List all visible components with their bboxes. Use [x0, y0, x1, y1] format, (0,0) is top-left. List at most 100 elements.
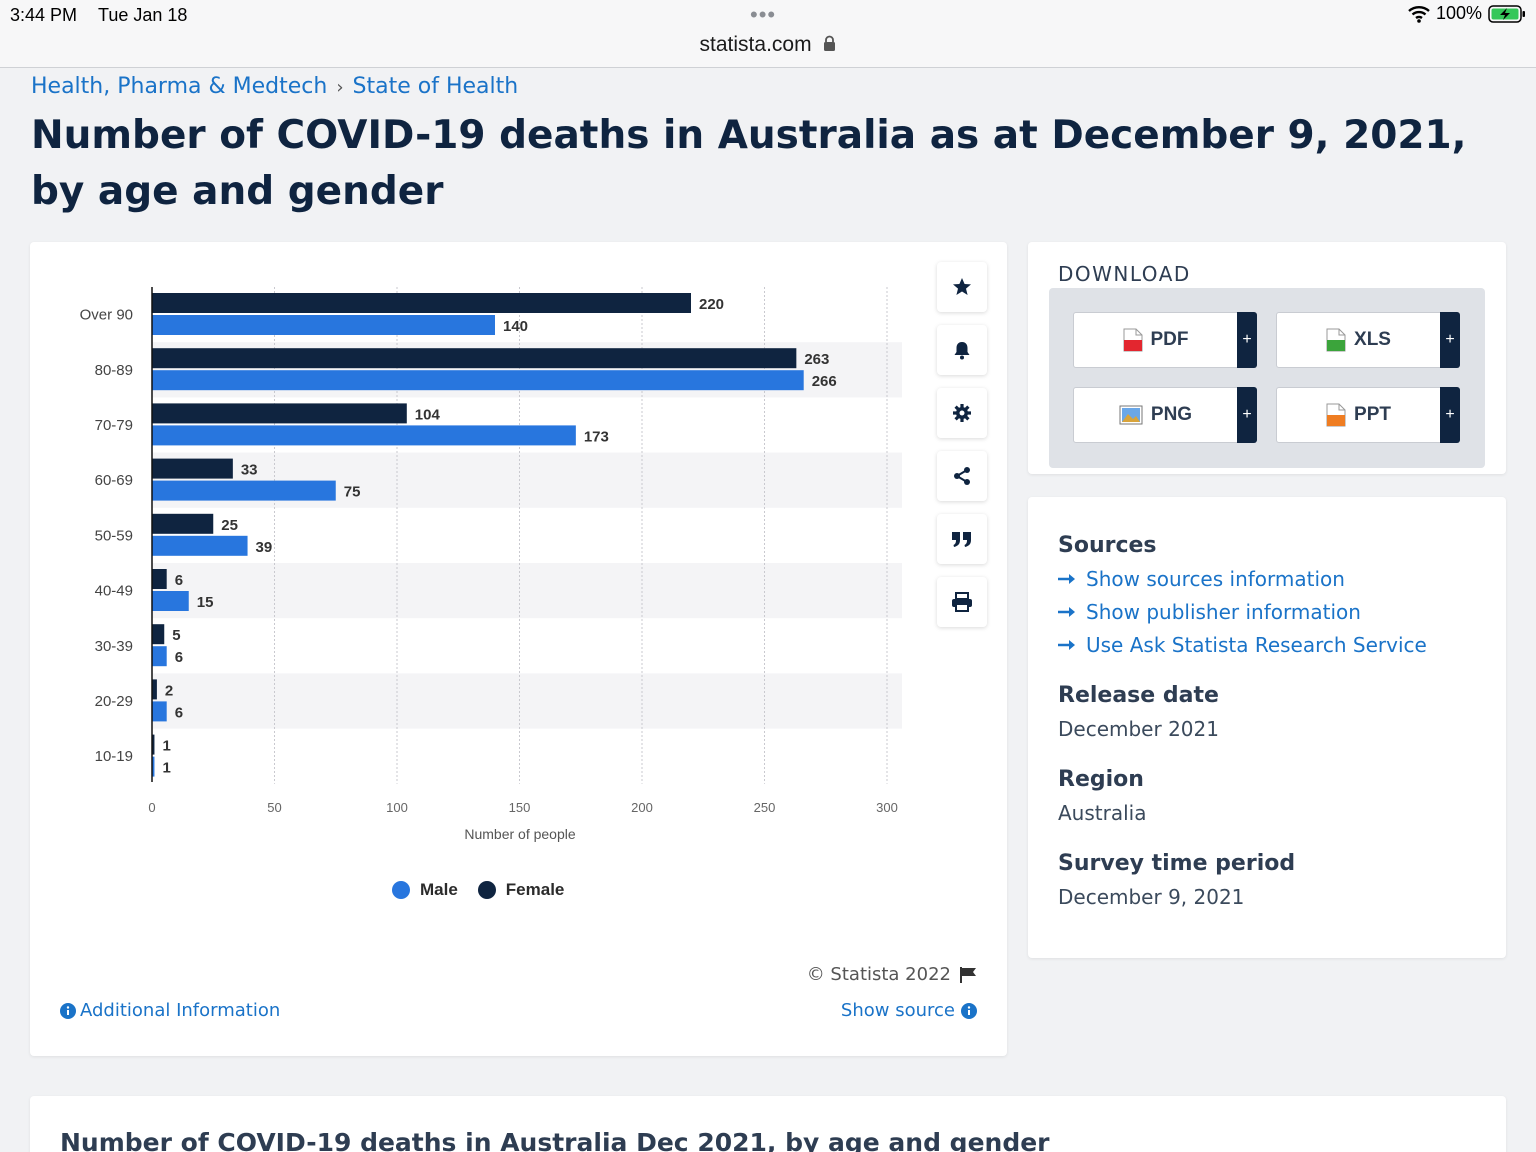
- chevron-right-icon: ›: [336, 77, 344, 98]
- category-label: 50-59: [95, 527, 133, 544]
- data-label: 6: [175, 704, 183, 721]
- bar-female[interactable]: [152, 679, 157, 700]
- info-icon: [60, 1002, 76, 1019]
- row-band: [152, 563, 902, 619]
- data-label: 1: [162, 738, 170, 755]
- bar-male[interactable]: [152, 646, 167, 667]
- url-bar[interactable]: statista.com: [0, 33, 1536, 57]
- share-button[interactable]: [937, 451, 987, 501]
- data-label: 6: [175, 649, 183, 666]
- show-source-link[interactable]: Show source: [841, 1000, 977, 1021]
- multitask-dots[interactable]: •••: [750, 2, 777, 27]
- x-tick-label: 0: [148, 800, 155, 815]
- x-tick-label: 150: [509, 800, 531, 815]
- bar-male[interactable]: [152, 535, 248, 556]
- bell-icon: [954, 342, 970, 360]
- download-title: DOWNLOAD: [1058, 262, 1191, 286]
- bar-male[interactable]: [152, 480, 336, 501]
- star-icon: [953, 278, 971, 295]
- research-service-link[interactable]: Use Ask Statista Research Service: [1058, 633, 1427, 657]
- data-label: 39: [256, 539, 273, 556]
- download-ppt-button[interactable]: PPT +: [1276, 386, 1460, 443]
- status-right: 100%: [1408, 3, 1526, 24]
- ppt-file-icon: [1326, 403, 1346, 427]
- info-card: Sources Show sources information Show pu…: [1028, 497, 1506, 958]
- breadcrumb-link-state-of-health[interactable]: State of Health: [352, 74, 519, 99]
- bar-female[interactable]: [152, 348, 797, 369]
- data-label: 173: [584, 428, 609, 445]
- quote-icon: [952, 532, 971, 547]
- category-label: 60-69: [95, 472, 133, 489]
- download-ppt-plus[interactable]: +: [1440, 386, 1460, 443]
- description-title: Number of COVID-19 deaths in Australia D…: [60, 1128, 1050, 1152]
- release-date-heading: Release date: [1058, 683, 1219, 708]
- flag-icon: [960, 966, 976, 983]
- png-file-icon: [1119, 405, 1143, 425]
- category-label: 70-79: [95, 417, 133, 434]
- bar-female[interactable]: [152, 569, 167, 589]
- category-label: 40-49: [95, 583, 133, 600]
- bar-male[interactable]: [152, 756, 155, 777]
- category-label: 10-19: [95, 748, 133, 765]
- category-label: Over 90: [80, 307, 133, 324]
- arrow-right-icon: [1058, 640, 1075, 650]
- download-xls-plus[interactable]: +: [1440, 311, 1460, 368]
- copyright: © Statista 2022: [807, 964, 977, 985]
- legend-item-male[interactable]: Male: [392, 880, 458, 900]
- bar-female[interactable]: [152, 734, 155, 755]
- show-sources-link[interactable]: Show sources information: [1058, 567, 1345, 591]
- data-label: 25: [221, 517, 238, 534]
- arrow-right-icon: [1058, 574, 1075, 584]
- bar-female[interactable]: [152, 513, 214, 534]
- legend-item-female[interactable]: Female: [477, 880, 564, 900]
- bar-male[interactable]: [152, 315, 495, 335]
- x-tick-label: 250: [754, 800, 776, 815]
- download-pdf-plus[interactable]: +: [1237, 311, 1257, 368]
- bar-male[interactable]: [152, 370, 804, 391]
- battery-percent: 100%: [1435, 3, 1482, 23]
- legend-dot-male: [392, 881, 410, 899]
- bar-female[interactable]: [152, 293, 691, 313]
- lock-icon: [824, 35, 836, 51]
- download-png-button[interactable]: PNG +: [1073, 386, 1257, 443]
- bar-male[interactable]: [152, 701, 167, 722]
- arrow-right-icon: [1058, 607, 1075, 617]
- battery-charging-icon: [1488, 4, 1525, 23]
- research-service-text: Use Ask Statista Research Service: [1086, 633, 1427, 657]
- download-xls-label: XLS: [1354, 329, 1391, 350]
- bar-female[interactable]: [152, 624, 165, 645]
- data-label: 1: [162, 760, 170, 777]
- download-png-label: PNG: [1150, 404, 1193, 425]
- xls-file-icon: [1326, 328, 1346, 352]
- breadcrumb-link-health[interactable]: Health, Pharma & Medtech: [31, 74, 328, 99]
- data-label: 2: [165, 682, 173, 699]
- download-png-plus[interactable]: +: [1237, 386, 1257, 443]
- show-source-text: Show source: [840, 1000, 955, 1021]
- bar-male[interactable]: [152, 425, 576, 446]
- additional-information-link[interactable]: Additional Information: [60, 1000, 280, 1021]
- download-pdf-label: PDF: [1150, 329, 1189, 350]
- show-publisher-link[interactable]: Show publisher information: [1058, 600, 1361, 624]
- data-label: 33: [241, 462, 258, 479]
- download-ppt-label: PPT: [1354, 404, 1391, 425]
- category-label: 80-89: [95, 362, 133, 379]
- bar-female[interactable]: [152, 458, 233, 479]
- legend-dot-female: [477, 881, 496, 899]
- x-tick-label: 100: [386, 800, 408, 815]
- chart-card: 220 140 263 266 104 173 33 75 25 39 6 15 5 6 2 6 1 1 Over…: [30, 242, 1007, 1056]
- data-label: 220: [699, 296, 724, 313]
- notification-button[interactable]: [937, 325, 987, 375]
- show-publisher-text: Show publisher information: [1086, 600, 1361, 624]
- print-button[interactable]: [937, 577, 987, 627]
- download-xls-button[interactable]: XLS +: [1276, 311, 1460, 368]
- cite-button[interactable]: [937, 514, 987, 564]
- description-card: Number of COVID-19 deaths in Australia D…: [30, 1096, 1506, 1152]
- bar-male[interactable]: [152, 591, 189, 611]
- x-tick-label: 50: [267, 800, 281, 815]
- favorite-button[interactable]: [937, 262, 987, 312]
- download-pdf-button[interactable]: PDF +: [1073, 311, 1257, 368]
- settings-button[interactable]: [937, 388, 987, 438]
- bar-female[interactable]: [152, 403, 407, 424]
- category-label: 30-39: [95, 638, 133, 655]
